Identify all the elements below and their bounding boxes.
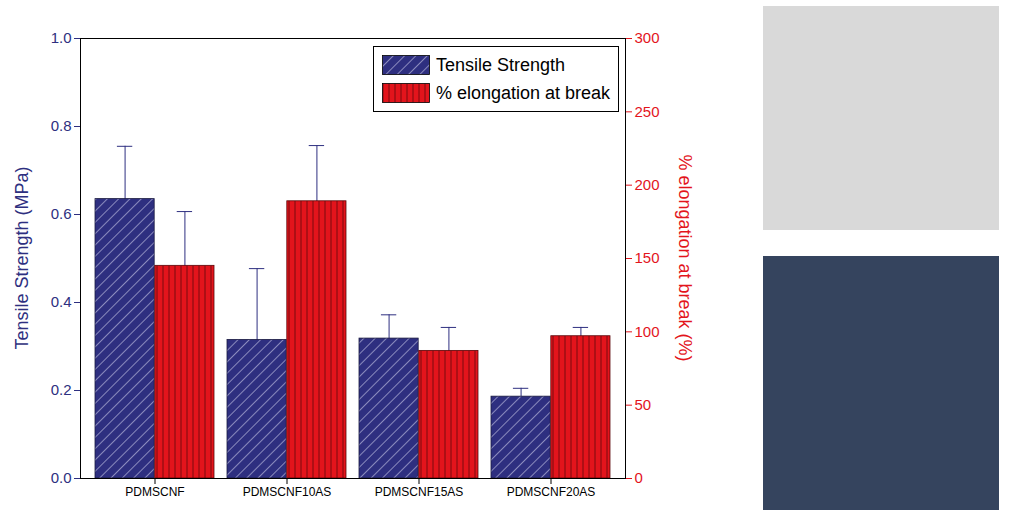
svg-text:0.0: 0.0 — [51, 469, 72, 486]
html-text:Tensile Strength (MPa): Tensile Strength (MPa) — [11, 166, 32, 350]
svg-text:0.4: 0.4 — [51, 293, 72, 310]
svg-text:300: 300 — [635, 29, 660, 46]
svg-text:0.8: 0.8 — [51, 117, 72, 134]
svg-text:0: 0 — [635, 469, 643, 486]
svg-text:200: 200 — [635, 176, 660, 193]
html-text:% elongation at break: % elongation at break — [435, 82, 610, 103]
svg-text:0.2: 0.2 — [51, 381, 72, 398]
svg-text:150: 150 — [635, 249, 660, 266]
svg-text:100: 100 — [635, 323, 660, 340]
svg-text:PDMSCNF10AS: PDMSCNF10AS — [243, 485, 332, 499]
svg-text:PDMSCNF15AS: PDMSCNF15AS — [375, 485, 464, 499]
svg-text:1.0: 1.0 — [51, 29, 72, 46]
html-text:Tensile Strength: Tensile Strength — [435, 54, 565, 75]
svg-text:PDMSCNF20AS: PDMSCNF20AS — [507, 485, 596, 499]
svg-text:50: 50 — [635, 396, 652, 413]
svg-text:0.6: 0.6 — [51, 205, 72, 222]
svg-text:250: 250 — [635, 103, 660, 120]
html-text:% elongation at break (%): % elongation at break (%) — [674, 154, 695, 362]
svg-text:PDMSCNF: PDMSCNF — [125, 485, 184, 499]
